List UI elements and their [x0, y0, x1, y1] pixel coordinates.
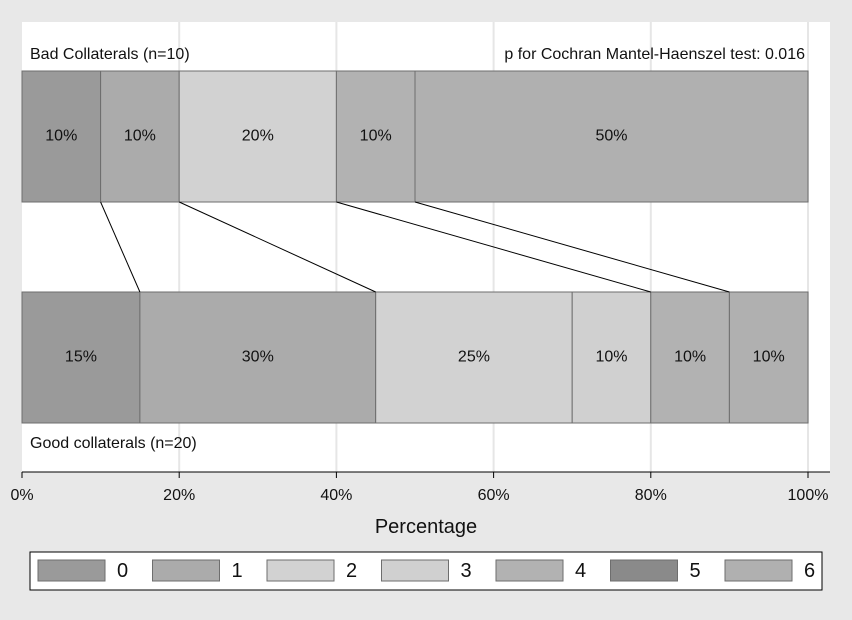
legend-swatch-2: [266, 559, 335, 582]
legend-swatch-0: [37, 559, 106, 582]
legend-label: 0: [117, 560, 128, 582]
bar-segment-label: 15%: [65, 349, 97, 366]
bar-segment-label: 10%: [595, 349, 627, 366]
legend-label: 5: [690, 560, 701, 582]
bar-segment-label: 10%: [45, 128, 77, 145]
legend-label: 6: [804, 560, 815, 582]
bar-segment-label: 50%: [595, 128, 627, 145]
bar-segment-cat-2: [178, 70, 337, 203]
bar-segment-cat-0: [21, 291, 141, 424]
x-axis-title: Percentage: [375, 516, 477, 538]
bars: [21, 70, 809, 424]
x-tick-label: 40%: [320, 487, 352, 504]
connector-line: [414, 201, 730, 293]
x-tick-label: 80%: [635, 487, 667, 504]
x-axis-ticks: 0% 20% 40% 60% 80% 100%: [10, 472, 828, 504]
bar-segment-cat-3: [571, 291, 652, 424]
legend-swatch-3: [381, 559, 449, 582]
x-tick-label: 20%: [163, 487, 195, 504]
legend-swatch-4: [495, 559, 564, 582]
bar-segment-label: 30%: [242, 349, 274, 366]
bar-segment-cat-1: [100, 70, 180, 203]
connector-lines: [100, 201, 730, 293]
cmh-annotation: p for Cochran Mantel-Haenszel test: 0.01…: [504, 46, 805, 63]
legend-label: 1: [232, 560, 243, 582]
bar-segment-label: 25%: [458, 349, 490, 366]
connector-line: [178, 201, 376, 293]
bar-segment-label: 10%: [674, 349, 706, 366]
x-tick-label: 100%: [788, 487, 829, 504]
bar-segment-label: 10%: [753, 349, 785, 366]
bar-segment-cat-6: [728, 291, 809, 424]
group-label-top: Bad Collaterals (n=10): [30, 46, 190, 63]
bar-segment-label: 20%: [242, 128, 274, 145]
legend-swatch-6: [724, 559, 793, 582]
bar-segment-cat-2: [375, 291, 573, 424]
legend-swatch-5: [610, 559, 678, 582]
legend-label: 3: [461, 560, 472, 582]
legend-swatch-1: [152, 559, 220, 582]
legend-label: 4: [575, 560, 586, 582]
bar-segment-cat-1: [139, 291, 377, 424]
x-tick-label: 60%: [478, 487, 510, 504]
segment-labels: 10% 10% 20% 10% 50% 15% 30% 25% 10% 10% 10%: [45, 128, 784, 366]
bar-segment-label: 10%: [360, 128, 392, 145]
x-tick-label: 0%: [10, 487, 33, 504]
connector-line: [336, 201, 651, 293]
bar-segment-cat-6: [414, 70, 809, 203]
bar-segment-cat-0: [21, 70, 102, 203]
group-label-bottom: Good collaterals (n=20): [30, 435, 197, 452]
legend-label: 2: [346, 560, 357, 582]
legend: 0 1 2 3 4 5 6: [37, 559, 815, 582]
bar-segment-label: 10%: [124, 128, 156, 145]
connector-line: [100, 201, 141, 293]
